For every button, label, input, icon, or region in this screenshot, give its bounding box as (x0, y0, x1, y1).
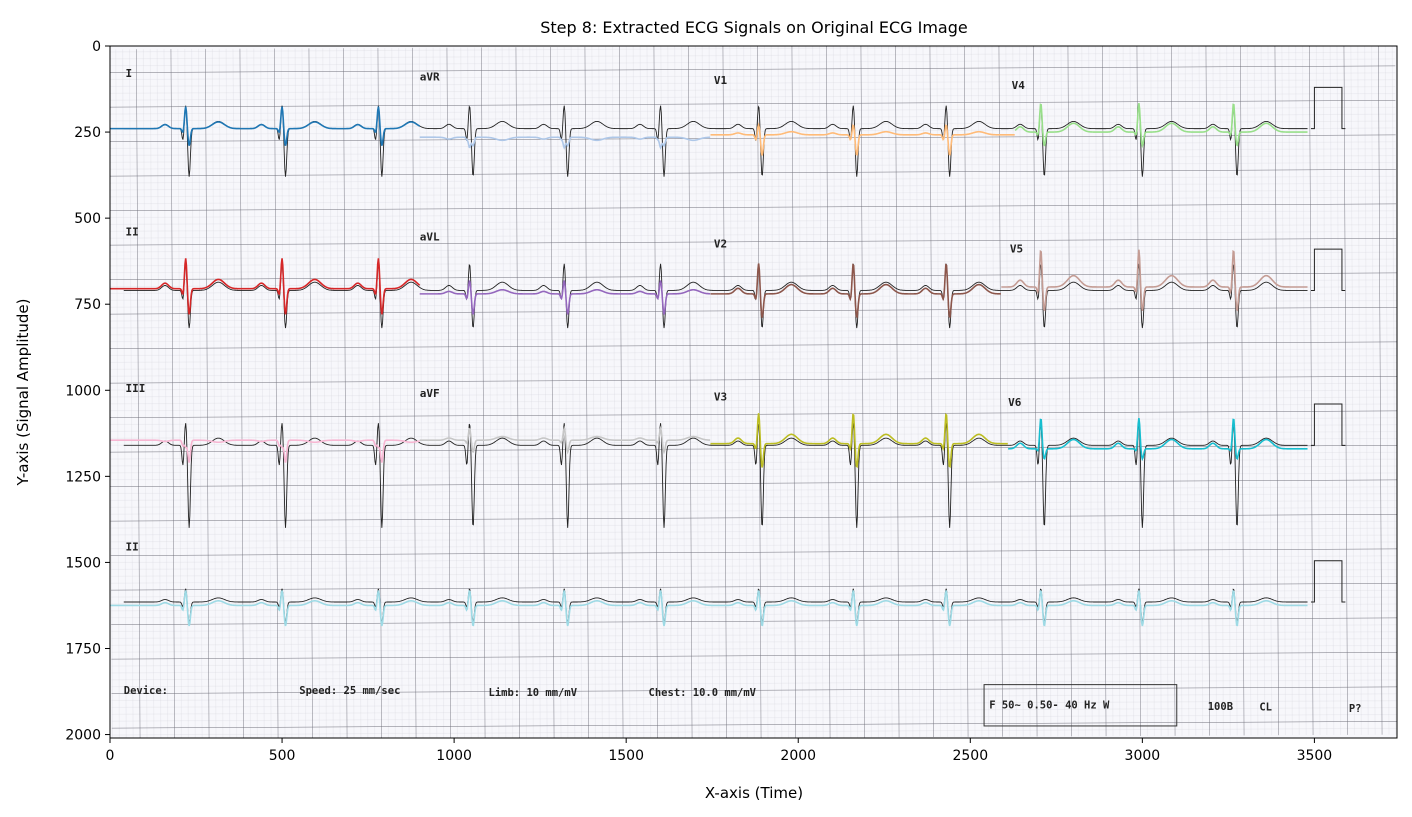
calibration-pulse-4 (1310, 560, 1346, 603)
y-tick-label: 250 (74, 125, 101, 141)
y-tick-label: 0 (92, 39, 101, 55)
footer-text: P? (1349, 703, 1362, 715)
footer-text: Speed: 25 mm/sec (299, 685, 400, 697)
footer-text: Chest: 10.0 mm/mV (649, 687, 757, 699)
lead-label: aVR (420, 70, 440, 83)
lead-label: II (125, 540, 138, 553)
footer-text: 100B (1208, 701, 1233, 713)
lead-label: V3 (714, 391, 727, 404)
calibration-pulse-1 (1310, 86, 1346, 130)
x-axis-label: X-axis (Time) (705, 784, 803, 802)
extracted-signal-12 (1008, 417, 1308, 462)
y-tick-label: 750 (74, 297, 101, 313)
lead-label: I (125, 67, 132, 80)
footer-text: Limb: 10 mm/mV (489, 687, 578, 699)
filter-settings-box (983, 684, 1178, 727)
footer-text: F 50~ 0.50- 40 Hz W (989, 700, 1110, 712)
extracted-signal-1 (110, 106, 421, 146)
x-tick-label: 3500 (1297, 748, 1333, 764)
original-trace-row-4 (123, 588, 1308, 623)
lead-label: V2 (714, 237, 727, 250)
y-tick-label: 2000 (65, 728, 101, 744)
x-tick-label: 0 (106, 748, 115, 764)
lead-label: V6 (1008, 396, 1022, 409)
extracted-signal-7 (710, 263, 1001, 319)
x-tick-label: 500 (269, 748, 296, 764)
extracted-signal-5 (110, 258, 421, 315)
x-tick-label: 1500 (608, 748, 644, 764)
calibration-pulse-2 (1310, 248, 1346, 291)
chart-title: Step 8: Extracted ECG Signals on Origina… (540, 18, 967, 37)
lead-label: V1 (714, 74, 728, 87)
extracted-signal-10 (419, 425, 711, 455)
x-tick-label: 1000 (436, 748, 472, 764)
extracted-signal-11 (710, 413, 1008, 469)
extracted-signal-2 (419, 136, 711, 150)
extracted-signal-6 (419, 279, 711, 315)
extracted-signals (110, 103, 1308, 627)
extracted-signal-4 (1014, 103, 1308, 149)
x-tick-label: 3000 (1125, 748, 1161, 764)
x-tick-label: 2500 (952, 748, 988, 764)
calibration-pulses (1310, 86, 1346, 603)
y-tick-label: 1250 (65, 469, 101, 485)
x-axis-ticks: 0 500 1000 1500 2000 2500 3000 3500 (106, 738, 1333, 764)
extracted-signal-3 (710, 122, 1015, 156)
footer-text: CL (1259, 701, 1272, 713)
lead-label: V5 (1010, 243, 1023, 256)
lead-label: V4 (1012, 79, 1026, 92)
lead-label: II (125, 225, 138, 238)
lead-label: III (125, 382, 145, 395)
extracted-signal-13 (110, 589, 1308, 627)
footer-text: Device: (124, 685, 168, 697)
original-trace-row-2 (123, 263, 1308, 329)
calibration-pulse-3 (1310, 403, 1346, 446)
footer-annotations: Device: Speed: 25 mm/sec Limb: 10 mm/mV Che… (124, 684, 1362, 727)
plot-frame (109, 45, 1398, 739)
y-tick-label: 1750 (65, 641, 101, 657)
lead-label: aVL (420, 231, 440, 244)
y-axis-label: Y-axis (Signal Amplitude) (14, 298, 32, 486)
y-tick-label: 500 (74, 211, 101, 227)
extracted-signal-9 (110, 439, 420, 463)
y-tick-label: 1500 (65, 555, 101, 571)
lead-label: aVF (420, 387, 440, 400)
extracted-signal-8 (1001, 249, 1308, 312)
y-tick-label: 1000 (65, 383, 101, 399)
x-tick-label: 2000 (780, 748, 816, 764)
y-axis-ticks: 0 250 500 750 1000 1250 1500 1750 2000 (65, 39, 110, 744)
ecg-grid (110, 46, 1397, 738)
